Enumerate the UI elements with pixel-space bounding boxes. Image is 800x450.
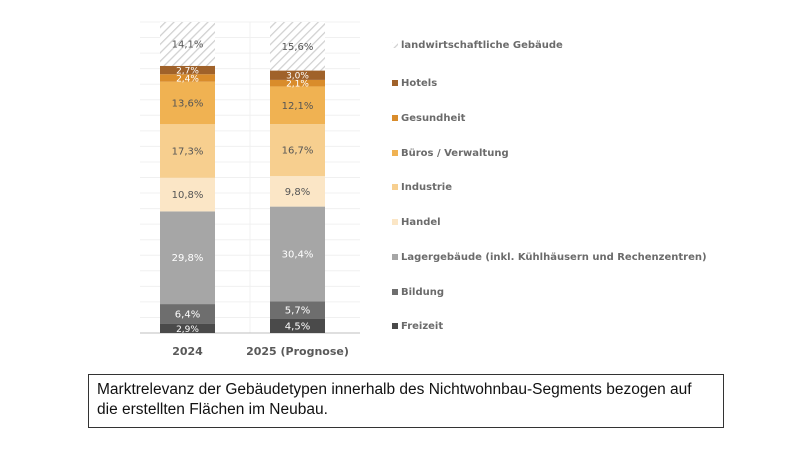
bar-segment [160, 211, 215, 305]
legend-swatch [392, 115, 398, 121]
x-tick-label: 2024 [172, 345, 203, 358]
legend-label: Handel [401, 217, 441, 228]
bar-segment [270, 70, 325, 80]
data-label: 3,0% [286, 72, 309, 82]
data-label: 13,6% [172, 98, 204, 109]
data-label: 2,7% [176, 67, 199, 77]
bar-segment [160, 124, 215, 178]
legend-label: Gesundheit [401, 113, 466, 124]
legend-item: Gesundheit [392, 113, 466, 124]
data-label: 9,8% [285, 187, 310, 198]
legend-label: Bildung [401, 287, 444, 298]
data-label: 2,4% [176, 74, 199, 84]
legend-label: Freizeit [401, 321, 443, 332]
bar-segment [270, 206, 325, 302]
legend-item: Industrie [392, 182, 452, 193]
bar-segment [160, 323, 215, 333]
data-label: 2,9% [176, 325, 199, 335]
bar-segment [270, 124, 325, 177]
data-label: 4,5% [285, 321, 310, 332]
legend-label: landwirtschaftliche Gebäude [401, 40, 563, 51]
legend-label: Lagergebäude (inkl. Kühlhäusern und Rech… [401, 252, 707, 263]
legend-item: Bildung [392, 287, 444, 298]
legend-swatch [392, 80, 398, 86]
bar-segment [270, 301, 325, 319]
bar-segment [270, 318, 325, 333]
data-label: 29,8% [172, 253, 204, 264]
legend-item: Freizeit [392, 321, 443, 332]
data-label: 5,7% [285, 306, 310, 317]
data-label: 17,3% [172, 146, 204, 157]
legend-item: Büros / Verwaltung [392, 148, 509, 159]
bar-segment [270, 22, 325, 71]
legend-item: Hotels [392, 78, 437, 89]
bar-segment [160, 74, 215, 82]
legend-swatch [392, 323, 398, 329]
stacked-bar-chart: 2,9% 6,4% 29,8% 10,8% 17,3% 13,6% 2,4%2,7% 14,1… [140, 21, 707, 358]
legend-item: Lagergebäude (inkl. Kühlhäusern und Rech… [392, 252, 707, 263]
legend-item: landwirtschaftliche Gebäude [392, 40, 563, 51]
data-label: 30,4% [282, 249, 314, 260]
bar-segment [160, 81, 215, 125]
data-label: 6,4% [175, 310, 200, 321]
legend-swatch [392, 254, 398, 260]
legend-swatch [392, 42, 398, 48]
legend-label: Büros / Verwaltung [401, 148, 509, 159]
bar-segment [160, 65, 215, 75]
data-label: 12,1% [282, 101, 314, 112]
bar-segment [270, 86, 325, 125]
legend-label: Industrie [401, 182, 452, 193]
data-label: 14,1% [172, 39, 204, 50]
legend-swatch [392, 219, 398, 225]
data-label: 15,6% [282, 42, 314, 53]
legend-swatch [392, 150, 398, 156]
bar-segment [270, 176, 325, 207]
legend-item: Handel [392, 217, 441, 228]
figure-caption: Marktrelevanz der Gebäudetypen innerhalb… [88, 374, 724, 428]
data-label: 2,1% [286, 80, 309, 90]
legend-label: Hotels [401, 78, 437, 89]
data-label: 10,8% [172, 190, 204, 201]
bar-segment [160, 177, 215, 212]
legend-swatch [392, 289, 398, 295]
bar-segment [270, 79, 325, 87]
bar-segment [160, 304, 215, 324]
bar-segment [160, 22, 215, 66]
data-label: 16,7% [282, 146, 314, 157]
x-tick-label: 2025 (Prognose) [246, 345, 349, 358]
legend-swatch [392, 184, 398, 190]
